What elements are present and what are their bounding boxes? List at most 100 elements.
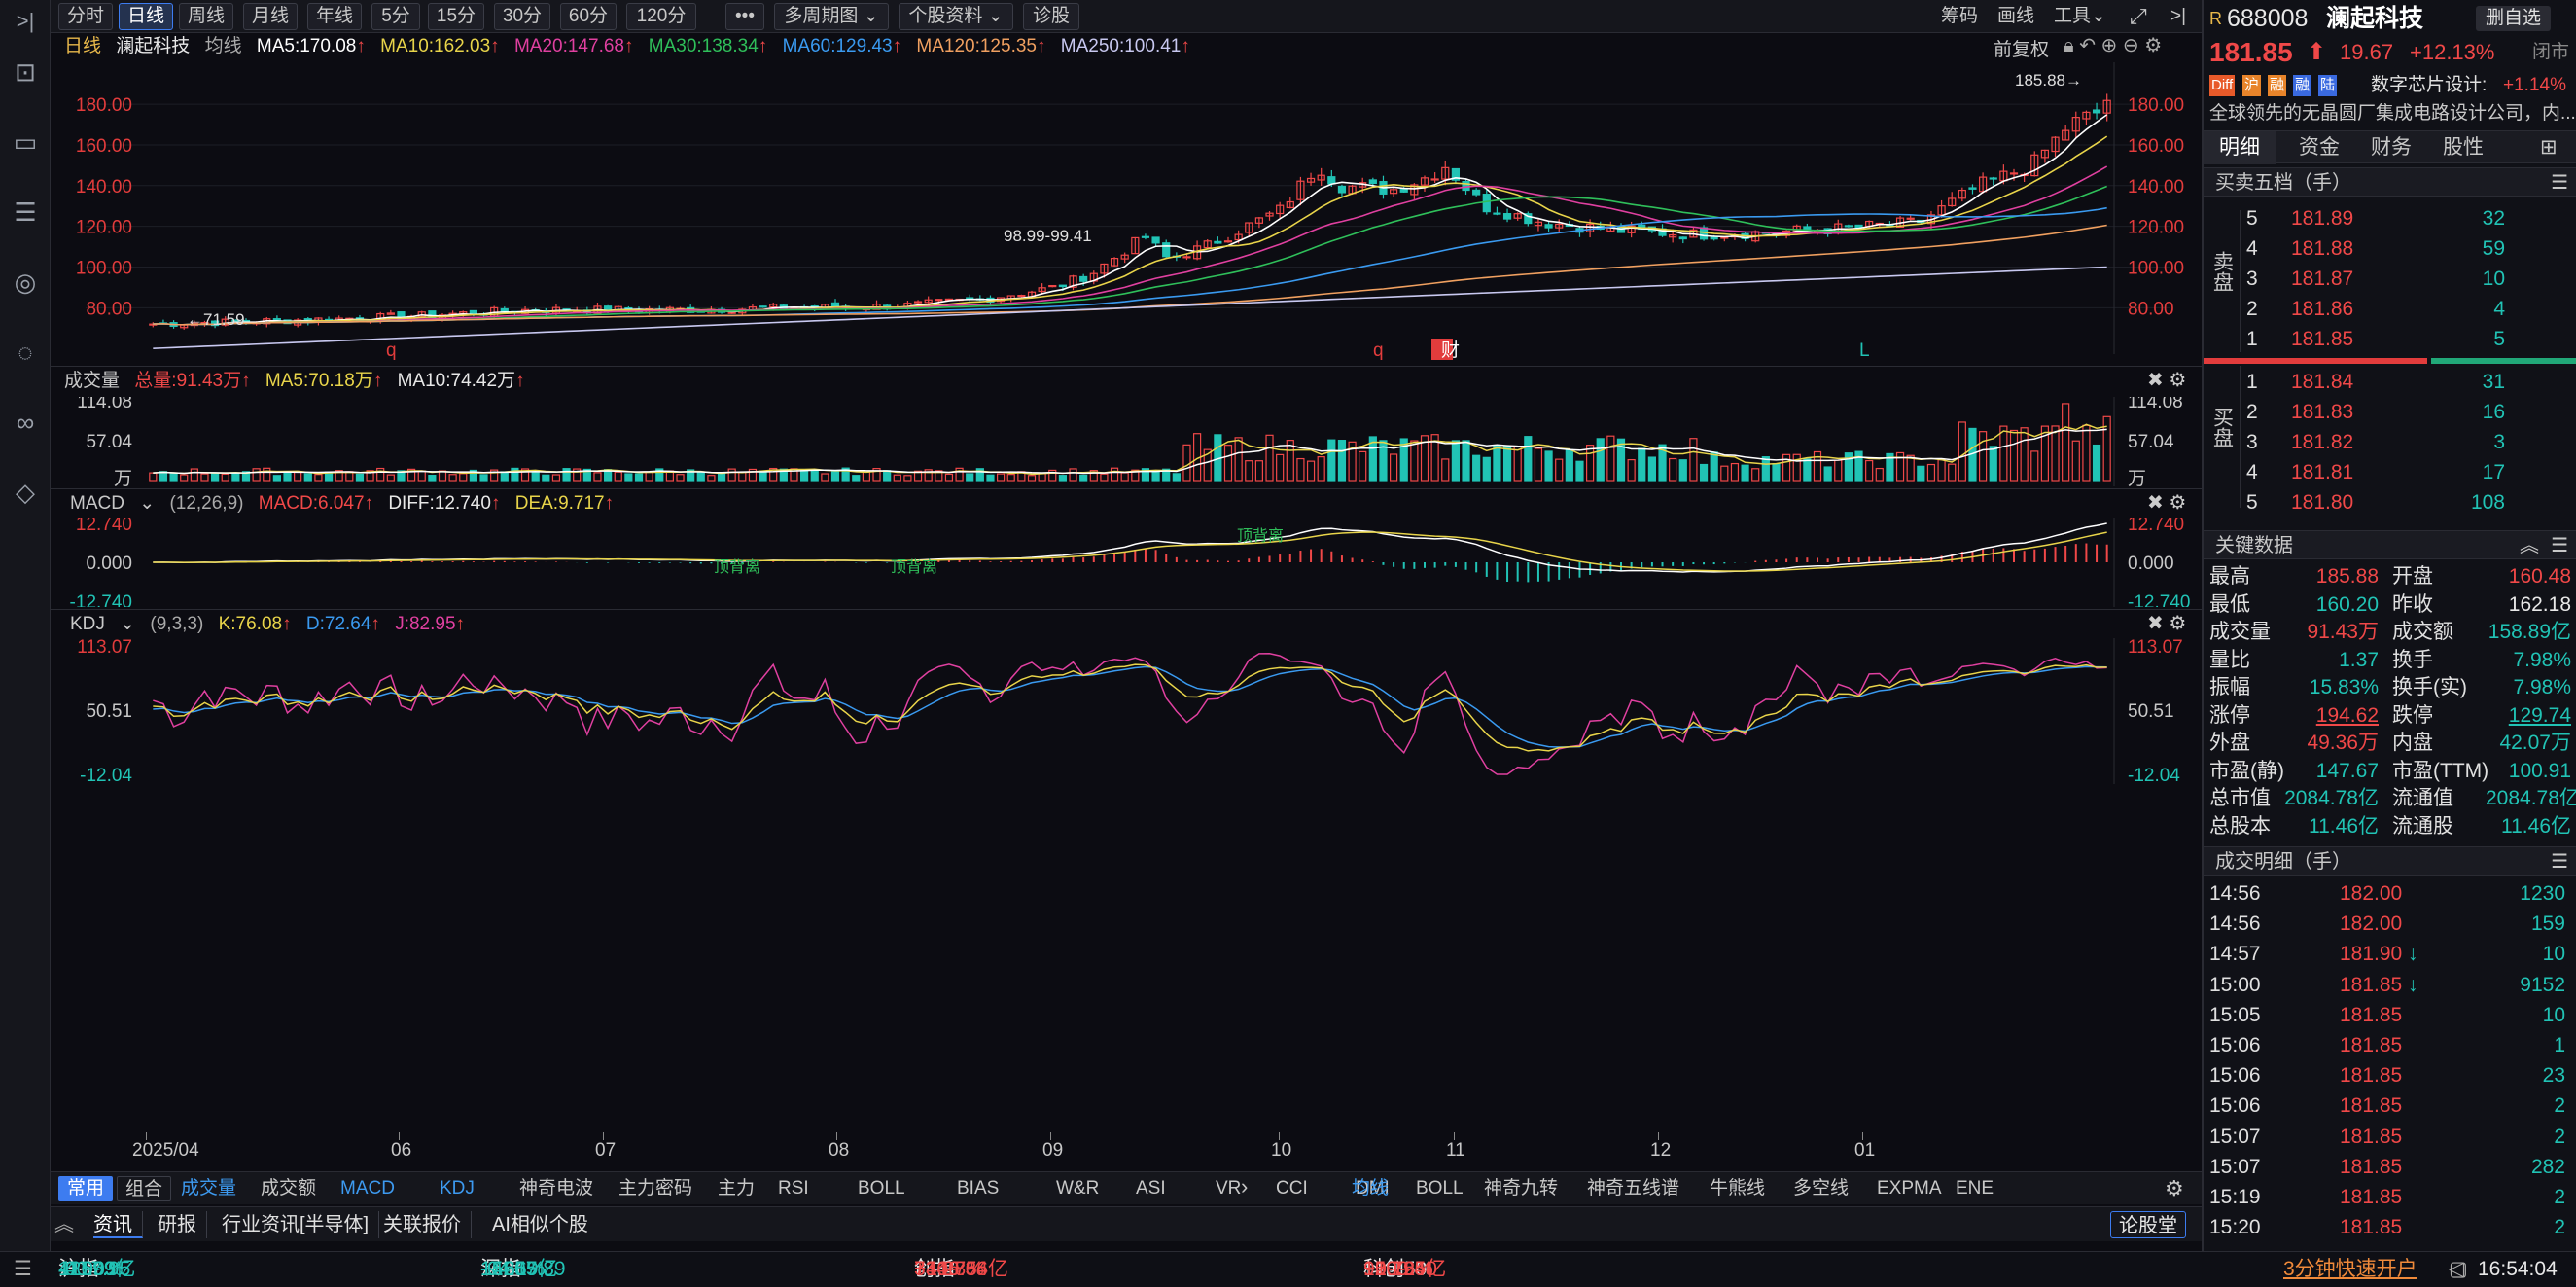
tab-research[interactable]: 研报	[158, 1211, 207, 1238]
collapse-up-icon[interactable]: ︽	[54, 1214, 74, 1235]
tab-indicator-8[interactable]: BOLL	[858, 1178, 905, 1198]
sell-level-5[interactable]: 5 181.89 32	[2246, 207, 2505, 230]
tab-indicator-5[interactable]: 主力密码	[618, 1178, 693, 1198]
monitor-icon[interactable]: ▭	[13, 127, 38, 157]
draw-button[interactable]: 画线	[1997, 6, 2035, 26]
settings-icon[interactable]: ⚙	[2169, 370, 2187, 391]
volume-label[interactable]: 成交量	[64, 371, 121, 391]
tab-daily[interactable]: 日线	[119, 3, 173, 30]
tab-stock-nature[interactable]: 股性	[2443, 136, 2484, 159]
zoom-in-icon[interactable]: ⊕	[2100, 35, 2118, 56]
tab-overlay-0[interactable]: 均线	[1352, 1178, 1390, 1198]
tab-industry-news[interactable]: 行业资讯[半导体]	[222, 1211, 380, 1238]
multi-period-dropdown[interactable]: 多周期图 ⌄	[774, 3, 889, 30]
document-icon[interactable]: ☰	[14, 197, 37, 227]
tab-indicator-0[interactable]: 成交量	[181, 1178, 237, 1198]
volume-chart[interactable]: 114.08 114.08 57.04 57.04 万 万	[51, 397, 2202, 486]
tab-common[interactable]: 常用	[58, 1176, 113, 1201]
stock-info-dropdown[interactable]: 个股资料 ⌄	[899, 3, 1013, 30]
diagnose-button[interactable]: 诊股	[1023, 3, 1079, 30]
chat-icon[interactable]: ◌	[18, 338, 33, 367]
sell-level-2[interactable]: 2 181.86 4	[2246, 298, 2505, 320]
ma-label[interactable]: 均线	[204, 36, 242, 56]
tab-overlay-5[interactable]: 多空线	[1793, 1178, 1850, 1198]
tab-indicator-3[interactable]: KDJ	[440, 1178, 475, 1198]
tab-60min[interactable]: 60分	[560, 3, 617, 30]
kdj-selector[interactable]: KDJ ⌄	[70, 614, 136, 634]
tab-indicator-14[interactable]: DMI	[1356, 1178, 1390, 1198]
macd-selector[interactable]: MACD ⌄	[70, 493, 156, 514]
undo-icon[interactable]: ↶	[2079, 35, 2096, 56]
adjust-mode-button[interactable]: 前复权	[1994, 40, 2050, 60]
tab-15min[interactable]: 15分	[428, 3, 484, 30]
expand-icon[interactable]: >|	[2170, 6, 2187, 26]
buy-level-5[interactable]: 5 181.80 108	[2246, 491, 2505, 514]
tab-5min[interactable]: 5分	[371, 3, 420, 30]
forum-button[interactable]: 论股堂	[2110, 1211, 2186, 1238]
macd-chart[interactable]: 12.740 12.7400.000 0.000-12.740 -12.740顶背离顶…	[51, 518, 2202, 607]
tab-overlay-4[interactable]: 牛熊线	[1710, 1178, 1766, 1198]
tab-indicator-2[interactable]: MACD	[340, 1178, 395, 1198]
tab-indicator-13[interactable]: CCI	[1276, 1178, 1308, 1198]
tab-news[interactable]: 资讯	[93, 1211, 143, 1238]
tab-finance[interactable]: 财务	[2371, 136, 2412, 159]
tab-combo[interactable]: 组合	[117, 1176, 171, 1201]
tab-indicator-4[interactable]: 神奇电波	[519, 1178, 594, 1198]
tab-indicator-7[interactable]: RSI	[778, 1178, 809, 1198]
close-icon[interactable]: ✖	[2147, 492, 2164, 514]
tab-overlay-6[interactable]: EXPMA	[1877, 1178, 1942, 1198]
collapse-icon[interactable]: ︽	[2520, 535, 2539, 556]
candlestick-chart[interactable]: 180.00 180.00 160.00 160.00 140.00 140.00 120.…	[51, 62, 2202, 364]
tab-indicator-10[interactable]: W&R	[1056, 1178, 1100, 1198]
tab-overlay-3[interactable]: 神奇五线谱	[1587, 1178, 1680, 1198]
settings-icon[interactable]: ⚙	[2165, 1176, 2184, 1200]
buy-level-2[interactable]: 2 181.83 16	[2246, 401, 2505, 423]
tab-overlay-7[interactable]: ENE	[1956, 1178, 1994, 1198]
menu-icon[interactable]: ☰	[2551, 172, 2568, 194]
close-icon[interactable]: ✖	[2147, 613, 2164, 634]
sell-level-1[interactable]: 1 181.85 5	[2246, 328, 2505, 350]
close-icon[interactable]: ✖	[2147, 370, 2164, 391]
tab-detail[interactable]: 明细	[2204, 131, 2276, 164]
menu-icon[interactable]: ☰	[14, 1258, 32, 1280]
settings-icon[interactable]: ⚙	[2169, 492, 2187, 514]
buy-level-3[interactable]: 3 181.82 3	[2246, 431, 2505, 453]
tools-button[interactable]: 工具⌄	[2054, 6, 2106, 26]
menu-icon[interactable]: ☰	[2551, 851, 2568, 873]
robot-icon[interactable]: ⊡	[15, 57, 36, 87]
tab-30min[interactable]: 30分	[494, 3, 550, 30]
compass-icon[interactable]: ◎	[14, 268, 37, 297]
tab-related-quotes[interactable]: 关联报价	[383, 1211, 472, 1238]
tab-overlay-1[interactable]: BOLL	[1416, 1178, 1464, 1198]
tab-intraday[interactable]: 分时	[58, 3, 113, 30]
chips-button[interactable]: 筹码	[1941, 6, 1979, 26]
tab-weekly[interactable]: 周线	[179, 3, 233, 30]
grid-icon[interactable]: ⊞	[2540, 136, 2558, 159]
collapse-icon[interactable]: >|	[16, 9, 35, 33]
menu-icon[interactable]: ☰	[2551, 535, 2568, 556]
buy-level-1[interactable]: 1 181.84 31	[2246, 371, 2505, 393]
chevron-right-icon[interactable]: ›	[1241, 1174, 1249, 1198]
tab-funds[interactable]: 资金	[2299, 136, 2340, 159]
diamond-icon[interactable]: ◇	[16, 478, 35, 507]
tab-indicator-1[interactable]: 成交额	[261, 1178, 317, 1198]
tab-indicator-6[interactable]: 主力	[718, 1178, 756, 1198]
tab-monthly[interactable]: 月线	[243, 3, 298, 30]
tab-indicator-9[interactable]: BIAS	[957, 1178, 1000, 1198]
lock-icon[interactable]: ▢	[2449, 1258, 2468, 1280]
tab-indicator-12[interactable]: VR	[1216, 1178, 1242, 1198]
zoom-out-icon[interactable]: ⊖	[2122, 35, 2139, 56]
kdj-chart[interactable]: 113.07 113.07 50.51 50.51 -12.04 -12.04	[51, 638, 2202, 784]
open-account-link[interactable]: 3分钟快速开户	[2283, 1258, 2417, 1280]
remove-watchlist-button[interactable]: 删自选	[2476, 6, 2552, 31]
sell-level-3[interactable]: 3 181.87 10	[2246, 268, 2505, 290]
sound-icon[interactable]: ◁	[2449, 1258, 2465, 1280]
sector-label[interactable]: 数字芯片设计:	[2371, 75, 2488, 95]
company-description[interactable]: 全球领先的无晶圆厂集成电路设计公司，内...	[2209, 103, 2576, 124]
tab-120min[interactable]: 120分	[626, 3, 696, 30]
fullscreen-icon[interactable]: ⤢	[2130, 4, 2147, 28]
tab-ai-similar[interactable]: AI相似个股	[492, 1214, 588, 1235]
lock-icon[interactable]: 🔒︎	[2064, 35, 2074, 56]
settings-icon[interactable]: ⚙	[2169, 613, 2187, 634]
settings-icon[interactable]: ⚙	[2144, 35, 2163, 56]
